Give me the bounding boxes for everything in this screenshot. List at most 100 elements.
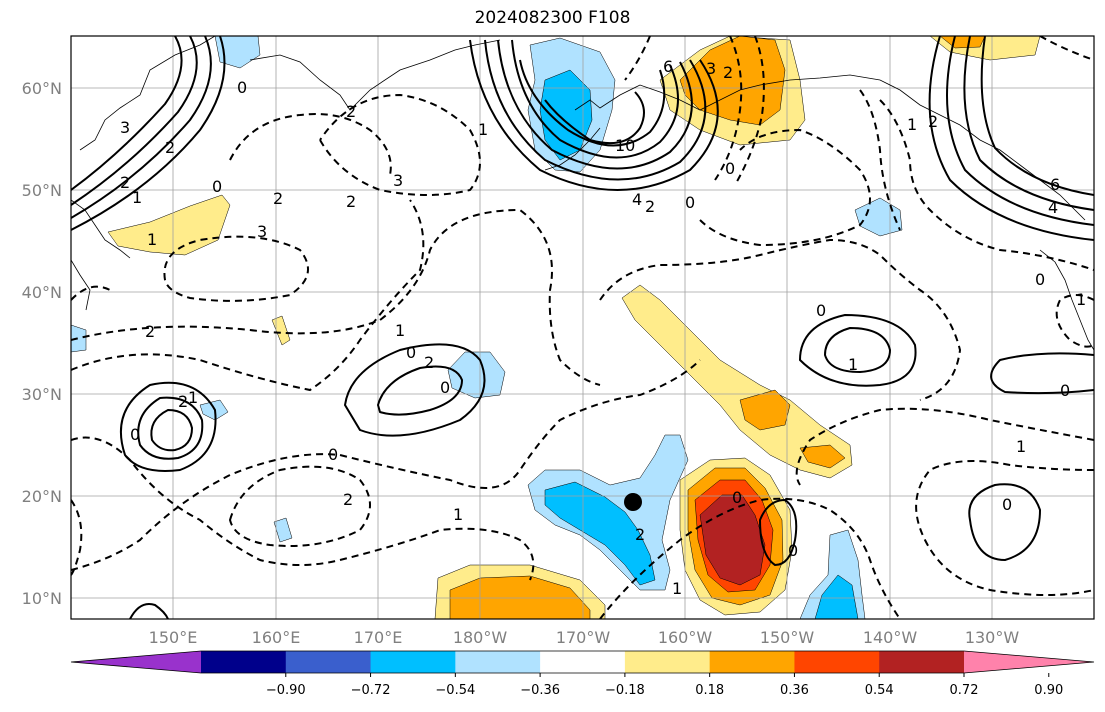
lon-label-150w: 150°W	[760, 628, 815, 647]
dcontour-3	[163, 235, 309, 302]
contour-label: 0	[1002, 495, 1012, 514]
contours-solid	[71, 36, 1094, 619]
contour-label: 1	[848, 355, 858, 374]
contour-label: 1	[1016, 437, 1026, 456]
contour-label: 10	[615, 136, 635, 155]
location-marker	[624, 493, 642, 511]
contour-ne-2	[946, 36, 1094, 226]
contour-label: 3	[120, 118, 130, 137]
map-body	[71, 36, 1094, 619]
contour-30n-1	[343, 343, 486, 437]
contour-west-30n-3	[150, 408, 194, 452]
colorbar-extend-high	[964, 651, 1094, 673]
colorbar-segment	[709, 651, 795, 673]
contour-label: 2	[346, 102, 356, 121]
contour-west-30n-1	[119, 381, 217, 472]
contour-ne-4	[980, 36, 1094, 196]
contours-dashed	[71, 36, 1094, 619]
contour-east-30n	[990, 352, 1094, 395]
contour-30n-2	[376, 365, 464, 416]
colorbar-label: 0.72	[950, 683, 979, 698]
colorbar-extend-low	[71, 651, 201, 673]
dcontour-6	[228, 465, 371, 547]
dcontour-11	[699, 128, 871, 247]
contour-east-35n	[798, 313, 917, 387]
fill-yellow-japan	[107, 194, 231, 256]
contour-label: 1	[907, 115, 917, 134]
lat-label-60: 60°N	[22, 79, 62, 98]
contour-east-35n-2	[823, 326, 892, 374]
colorbar-label: 0.18	[695, 683, 724, 698]
contour-label: 1	[188, 388, 198, 407]
contour-label: 6	[1050, 175, 1060, 194]
contour-label: 2	[165, 138, 175, 157]
dcontour-20	[1055, 294, 1094, 348]
contour-label: 2	[723, 63, 733, 82]
dcontour-21	[71, 285, 111, 301]
shaded-fills	[71, 36, 1041, 619]
lon-label-150e: 150°E	[149, 628, 198, 647]
lon-label-170e: 170°E	[354, 628, 403, 647]
map-title: 2024082300 F108	[474, 8, 631, 28]
lon-label-180w: 180°W	[453, 628, 508, 647]
lat-labels: 10°N 20°N 30°N 40°N 50°N 60°N	[22, 79, 62, 608]
dcontour-2	[71, 199, 425, 392]
contour-low-north-1	[469, 39, 719, 191]
dcontour-22	[71, 499, 83, 576]
colorbar-segment	[455, 651, 541, 673]
contour-label: 2	[178, 392, 188, 411]
fill-orange-band	[739, 389, 791, 431]
contour-label: 0	[237, 78, 247, 97]
contour-low-north-3	[497, 39, 693, 170]
contour-label: 6	[663, 57, 673, 76]
contour-label: 1	[453, 505, 463, 524]
contour-label: 2	[145, 322, 155, 341]
contour-label: 1	[147, 230, 157, 249]
colorbar-segment	[624, 651, 711, 673]
contour-label: 1	[1076, 290, 1086, 309]
contour-label: 2	[120, 173, 130, 192]
dcontour-5	[71, 359, 701, 571]
contour-label: 0	[1060, 381, 1070, 400]
contour-label: 2	[928, 112, 938, 131]
contour-label: 3	[393, 171, 403, 190]
contour-west-30n-2	[137, 396, 204, 460]
fill-yellow-small	[271, 315, 291, 346]
contour-nw-2	[71, 36, 212, 219]
lat-label-10: 10°N	[22, 589, 62, 608]
contour-label: 3	[257, 222, 267, 241]
contour-low-south	[758, 498, 798, 567]
contour-nw-3	[71, 36, 198, 206]
colorbar-label: −0.72	[351, 683, 391, 698]
fill-orange-bottom	[449, 575, 591, 619]
colorbar-segment	[285, 651, 372, 673]
contour-label: 0	[732, 488, 742, 507]
fill-lightblue-edge	[71, 324, 87, 353]
colorbar-segment	[879, 651, 965, 673]
fill-darkred-south	[699, 494, 766, 586]
contour-ne-1	[928, 36, 1094, 241]
fill-orange-ne	[939, 36, 986, 49]
fill-orange-north	[679, 36, 786, 126]
dcontour-15	[859, 89, 901, 231]
contour-label: 4	[1048, 198, 1058, 217]
contour-label: 1	[478, 120, 488, 139]
contour-label: 3	[706, 59, 716, 78]
coast-kuril-japan	[71, 199, 131, 311]
contour-east-20n	[968, 483, 1042, 562]
contour-low-north-4	[511, 39, 679, 159]
colorbar-label: 0.54	[865, 683, 894, 698]
contour-nw-4	[71, 36, 183, 191]
colorbar-label: −0.36	[520, 683, 560, 698]
lon-labels: 150°E 160°E 170°E 180°W 170°W 160°W 150°…	[149, 628, 1020, 647]
colorbar-segment	[370, 651, 456, 673]
fill-yellow-band	[621, 284, 853, 479]
lon-label-170w: 170°W	[556, 628, 611, 647]
contour-label: 2	[343, 490, 353, 509]
contour-label: 0	[328, 445, 338, 464]
contour-label: 1	[395, 321, 405, 340]
dcontour-16	[714, 36, 743, 181]
lat-label-50: 50°N	[22, 181, 62, 200]
coast-canada	[1039, 249, 1094, 351]
colorbar-segment	[794, 651, 880, 673]
